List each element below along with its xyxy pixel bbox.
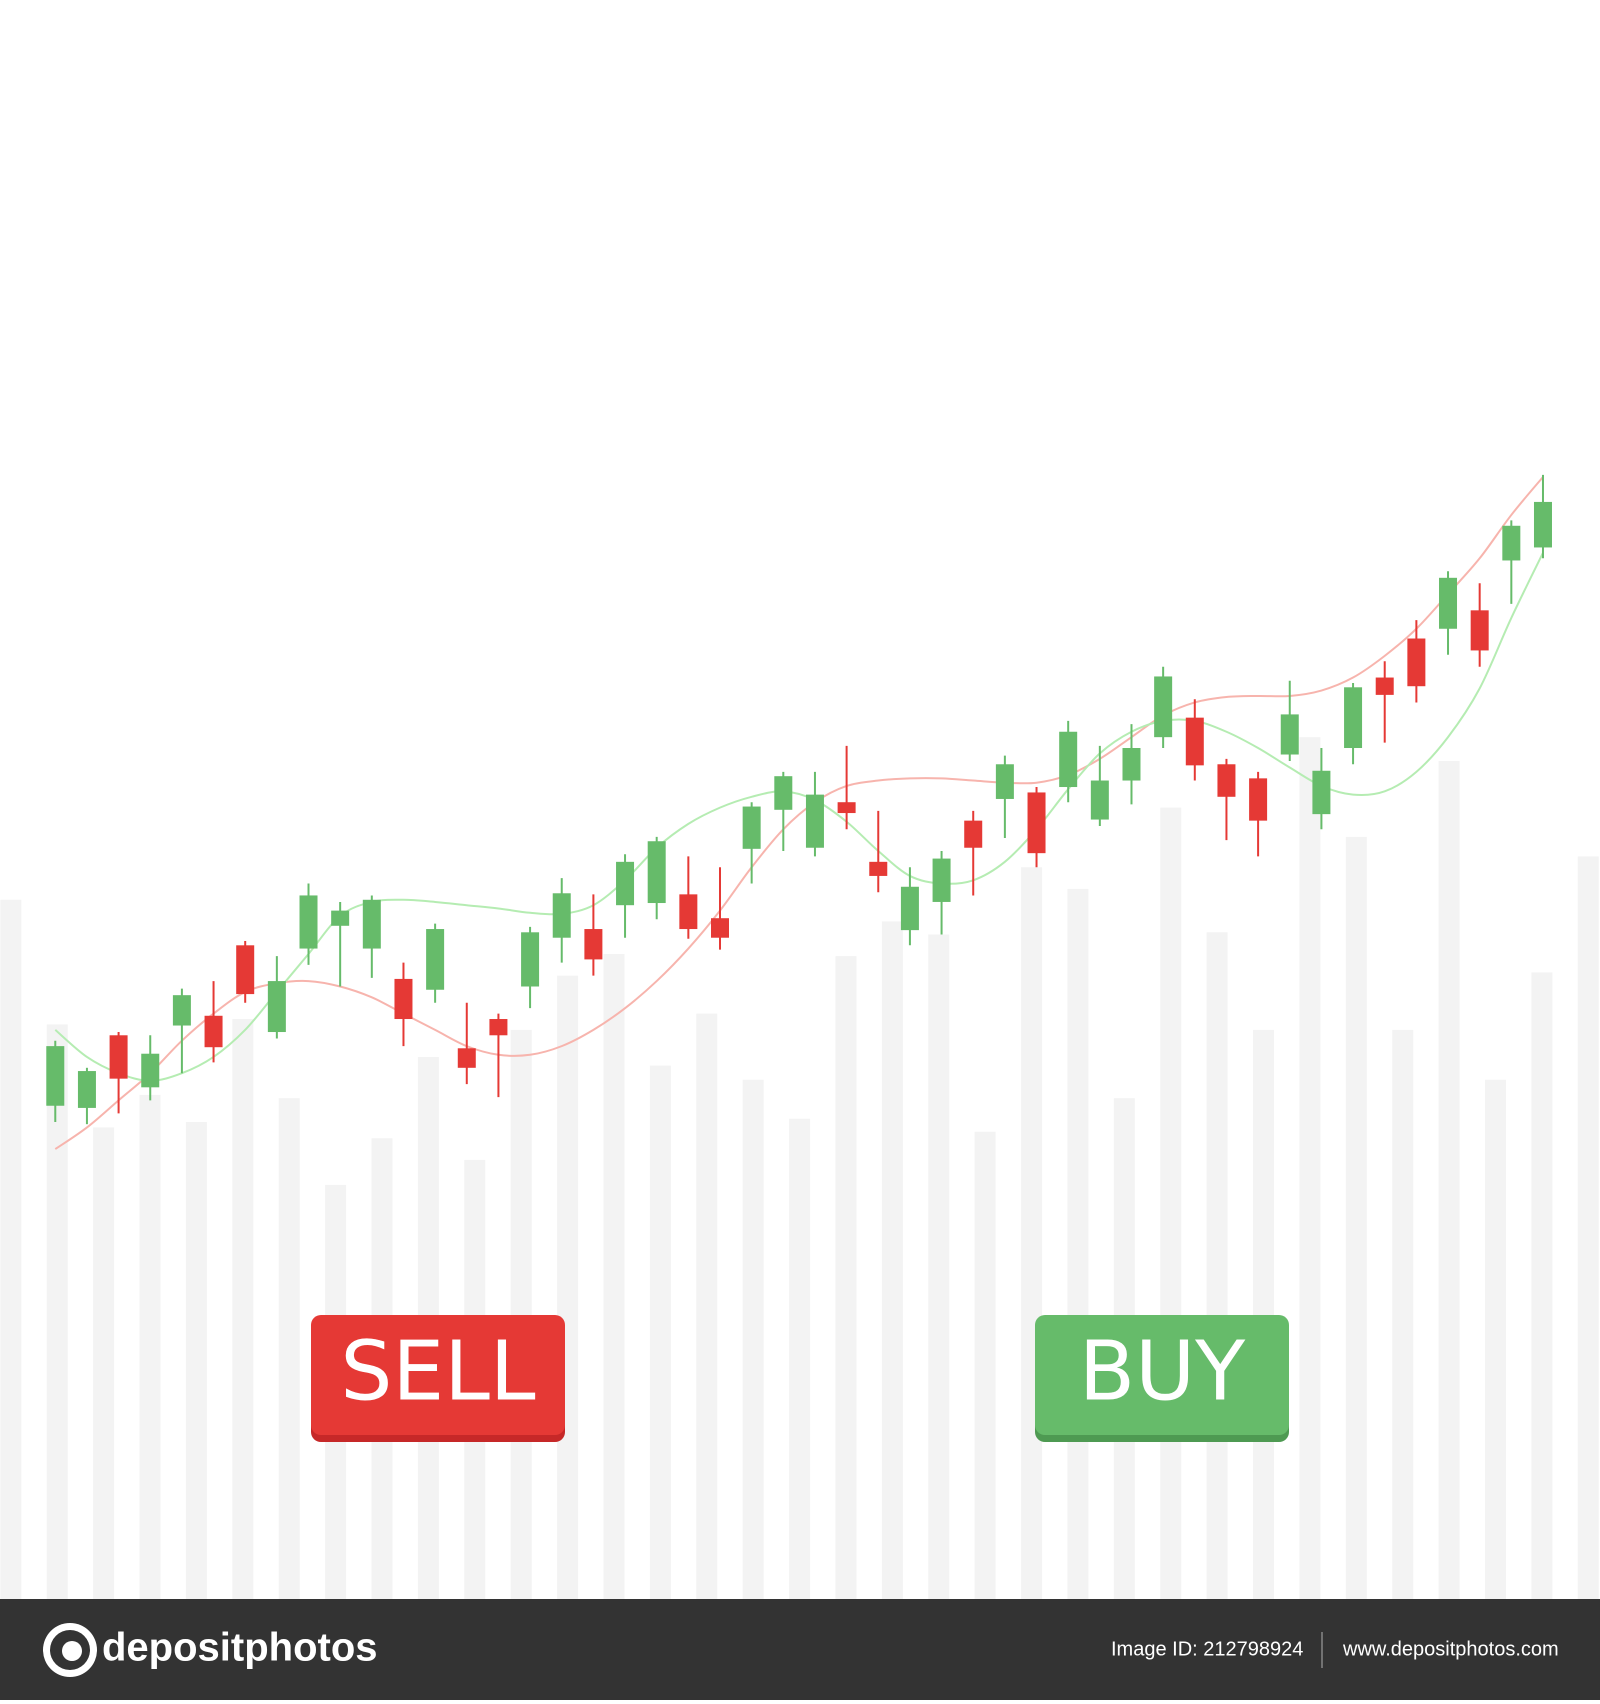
volume-bar bbox=[0, 899, 22, 1599]
candle-body bbox=[1312, 770, 1331, 815]
candle-body bbox=[900, 886, 919, 931]
candle-body bbox=[1027, 792, 1046, 854]
candle-body bbox=[172, 995, 191, 1026]
candle-body bbox=[1375, 677, 1394, 695]
volume-bar bbox=[928, 934, 950, 1599]
volume-bar bbox=[139, 1094, 161, 1599]
candle-body bbox=[805, 794, 824, 848]
logo-icon-lens bbox=[62, 1641, 82, 1661]
candle-body bbox=[394, 978, 413, 1020]
candle-body bbox=[457, 1048, 476, 1068]
volume-bar bbox=[1392, 1029, 1414, 1599]
volume-bar bbox=[1577, 856, 1599, 1599]
candle-body bbox=[616, 861, 635, 906]
volume-bar bbox=[46, 1024, 68, 1599]
volume-bar bbox=[835, 956, 857, 1599]
candle-body bbox=[141, 1053, 160, 1088]
candle-body bbox=[995, 764, 1014, 799]
volume-bar bbox=[974, 1131, 996, 1599]
button[interactable] bbox=[311, 1315, 565, 1435]
image-id: Image ID: 212798924 bbox=[1111, 1638, 1303, 1660]
candle-body bbox=[1502, 525, 1521, 561]
candle-body bbox=[204, 1015, 223, 1048]
volume-bar bbox=[1206, 932, 1228, 1599]
ma-layer bbox=[54, 476, 1544, 1150]
volume-bar bbox=[1345, 836, 1367, 1599]
volume-bar bbox=[510, 1029, 532, 1599]
candle-body bbox=[552, 893, 571, 938]
candle-body bbox=[331, 910, 350, 926]
candle-body bbox=[1059, 731, 1078, 788]
candle-body bbox=[1280, 714, 1299, 755]
moving-average bbox=[54, 476, 1544, 1150]
volume-bar bbox=[1485, 1079, 1507, 1599]
candle-body bbox=[711, 918, 729, 938]
candle-body bbox=[362, 899, 381, 949]
candle-body bbox=[426, 929, 445, 990]
candle-body bbox=[1090, 780, 1109, 820]
candle-body bbox=[46, 1046, 65, 1106]
candle-body bbox=[1344, 687, 1363, 749]
candle-body bbox=[837, 802, 856, 814]
candle-layer bbox=[46, 474, 1552, 1125]
candle-body bbox=[1407, 638, 1426, 687]
volume-bar bbox=[232, 1019, 254, 1599]
candle-body bbox=[774, 776, 793, 810]
volume-bar bbox=[557, 975, 579, 1599]
volume-bar bbox=[789, 1118, 811, 1599]
volume-bar bbox=[881, 921, 903, 1599]
candle-body bbox=[77, 1071, 96, 1108]
site: www.depositphotos.com bbox=[1342, 1638, 1559, 1660]
volume-bar bbox=[1067, 888, 1089, 1599]
volume-bar bbox=[696, 1013, 718, 1599]
volume-bar bbox=[278, 1098, 300, 1599]
moving-average bbox=[54, 552, 1544, 1082]
button-label[interactable]: BUY bbox=[1079, 1324, 1246, 1419]
candle-body bbox=[1185, 717, 1204, 766]
volume-bar bbox=[1021, 867, 1043, 1599]
volume-bar bbox=[603, 953, 625, 1599]
volume-bar bbox=[1253, 1029, 1275, 1599]
candle-body bbox=[742, 806, 761, 849]
button[interactable] bbox=[1035, 1315, 1289, 1435]
volume-bar bbox=[742, 1079, 764, 1599]
candle-body bbox=[1439, 577, 1458, 629]
footer-bar bbox=[0, 1599, 1600, 1700]
candle-body bbox=[299, 895, 318, 949]
button-label[interactable]: SELL bbox=[340, 1324, 536, 1419]
volume-bar bbox=[1160, 807, 1182, 1599]
candle-body bbox=[236, 945, 255, 995]
brand: depositphotos bbox=[102, 1626, 378, 1670]
volume-bar bbox=[93, 1127, 115, 1599]
candle-body bbox=[1249, 778, 1268, 821]
volume-layer bbox=[0, 737, 1599, 1599]
candle-body bbox=[489, 1019, 508, 1036]
candle-body bbox=[267, 981, 286, 1033]
candle-body bbox=[1122, 748, 1141, 781]
candle-body bbox=[647, 841, 666, 904]
candle-body bbox=[964, 820, 983, 848]
candle-body bbox=[109, 1035, 128, 1079]
volume-bar bbox=[185, 1122, 207, 1599]
volume-bar bbox=[1531, 972, 1553, 1599]
candle-body bbox=[1217, 764, 1236, 797]
volume-bar bbox=[1438, 761, 1460, 1599]
candle-body bbox=[679, 894, 698, 930]
candle-body bbox=[521, 932, 540, 987]
candle-body bbox=[869, 861, 888, 876]
candle-body bbox=[932, 858, 951, 902]
candle-body bbox=[584, 929, 603, 960]
volume-bar bbox=[649, 1065, 671, 1599]
candle-body bbox=[1154, 676, 1173, 738]
volume-bar bbox=[1299, 737, 1321, 1599]
candle-body bbox=[1470, 610, 1489, 651]
candle-body bbox=[1533, 501, 1552, 548]
button-layer: SELL BUY bbox=[311, 1315, 1289, 1442]
